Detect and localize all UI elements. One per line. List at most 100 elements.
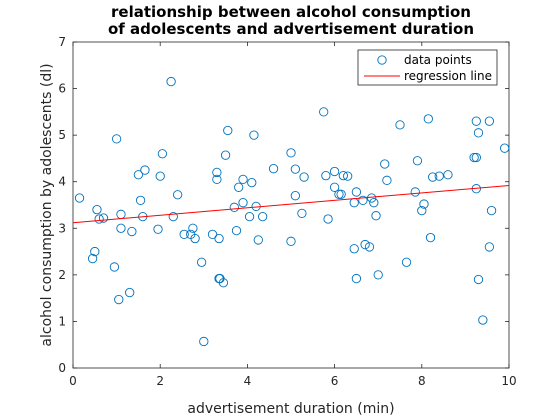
data-point: [395, 120, 405, 130]
data-point: [109, 262, 120, 272]
data-point: [380, 159, 390, 169]
y-tick-label: 1: [58, 314, 66, 328]
regression-line: [72, 184, 510, 224]
data-point: [329, 182, 340, 192]
x-tick-label: 10: [501, 374, 516, 388]
data-point: [190, 233, 200, 244]
x-tick-label: 8: [418, 374, 426, 388]
data-point: [319, 107, 329, 117]
data-point: [334, 189, 344, 199]
data-point: [373, 270, 383, 280]
x-axis-ticks: 0 2 4 6 8 10: [69, 42, 517, 388]
regression-layer: [72, 184, 510, 224]
data-points: [74, 76, 510, 347]
plot-frame: [72, 41, 510, 369]
data-point: [111, 134, 122, 144]
data-point: [249, 130, 259, 140]
data-point: [484, 242, 495, 252]
data-point: [351, 187, 362, 197]
data-point: [364, 242, 375, 252]
data-point: [478, 315, 488, 325]
data-point: [238, 174, 248, 185]
chart-title-line-1: relationship between alcohol consumption: [111, 3, 471, 21]
data-point: [140, 165, 150, 175]
data-point: [417, 205, 427, 216]
data-point: [98, 213, 109, 223]
data-point: [486, 205, 497, 216]
data-point: [358, 195, 368, 205]
data-point: [220, 150, 231, 160]
data-point: [212, 174, 222, 185]
data-point: [360, 239, 370, 250]
data-point: [168, 211, 178, 222]
data-point: [258, 211, 268, 222]
data-point: [199, 336, 209, 347]
data-point: [401, 257, 412, 267]
data-point: [74, 193, 85, 203]
data-point: [238, 198, 248, 208]
y-tick-label: 6: [58, 82, 66, 96]
data-point: [410, 187, 420, 197]
data-point: [469, 152, 479, 163]
y-tick-label: 3: [58, 221, 66, 235]
data-point: [473, 128, 484, 138]
data-point: [153, 224, 163, 234]
data-point: [157, 149, 168, 159]
x-tick-label: 2: [156, 374, 164, 388]
data-point: [329, 166, 340, 177]
data-point: [321, 171, 331, 181]
x-tick-label: 6: [331, 374, 339, 388]
data-point: [212, 167, 222, 178]
data-point: [234, 182, 244, 192]
data-point: [94, 214, 104, 224]
data-point: [412, 156, 423, 166]
data-point: [434, 171, 444, 181]
data-point: [323, 214, 333, 224]
y-tick-label: 2: [58, 268, 66, 282]
data-point: [155, 171, 165, 181]
data-point: [290, 191, 301, 201]
x-tick-label: 4: [244, 374, 252, 388]
data-point: [471, 116, 481, 126]
legend-marker-data-points: [377, 55, 387, 65]
data-point: [443, 170, 453, 180]
data-point: [244, 211, 255, 222]
plot-area: 0 2 4 6 8 10 0 1 2 3 4 5 6 7: [58, 35, 516, 388]
data-point: [297, 208, 307, 219]
legend-label-regression-line: regression line: [404, 69, 492, 83]
data-point: [229, 202, 239, 212]
data-point: [419, 199, 429, 209]
data-point: [214, 233, 224, 244]
data-point: [484, 116, 495, 126]
y-tick-label: 4: [58, 175, 66, 189]
data-point: [268, 164, 279, 174]
x-axis-label: advertisement duration (min): [187, 401, 394, 417]
data-point: [188, 223, 198, 233]
data-point: [423, 114, 433, 124]
data-point: [114, 294, 124, 305]
data-point: [382, 175, 392, 185]
data-point: [286, 148, 296, 158]
data-point: [351, 273, 362, 284]
x-tick-label: 0: [69, 374, 77, 388]
legend: data points regression line: [357, 49, 498, 86]
data-point: [371, 211, 381, 221]
data-point: [336, 189, 346, 199]
data-point: [207, 229, 218, 239]
data-point: [428, 172, 438, 182]
y-axis-label: alcohol consumption by adolescents (dl): [39, 63, 55, 346]
data-point: [299, 172, 309, 182]
data-point: [196, 257, 207, 267]
data-point: [90, 246, 100, 257]
data-point: [116, 223, 126, 233]
data-point: [218, 278, 229, 288]
y-tick-label: 7: [58, 35, 66, 49]
data-point: [343, 171, 353, 181]
data-point: [231, 225, 242, 236]
data-point: [253, 235, 263, 245]
data-point: [471, 152, 481, 163]
chart-title-line-2: of adolescents and advertisement duratio…: [108, 20, 474, 38]
data-point: [92, 205, 102, 215]
data-point: [127, 226, 137, 237]
